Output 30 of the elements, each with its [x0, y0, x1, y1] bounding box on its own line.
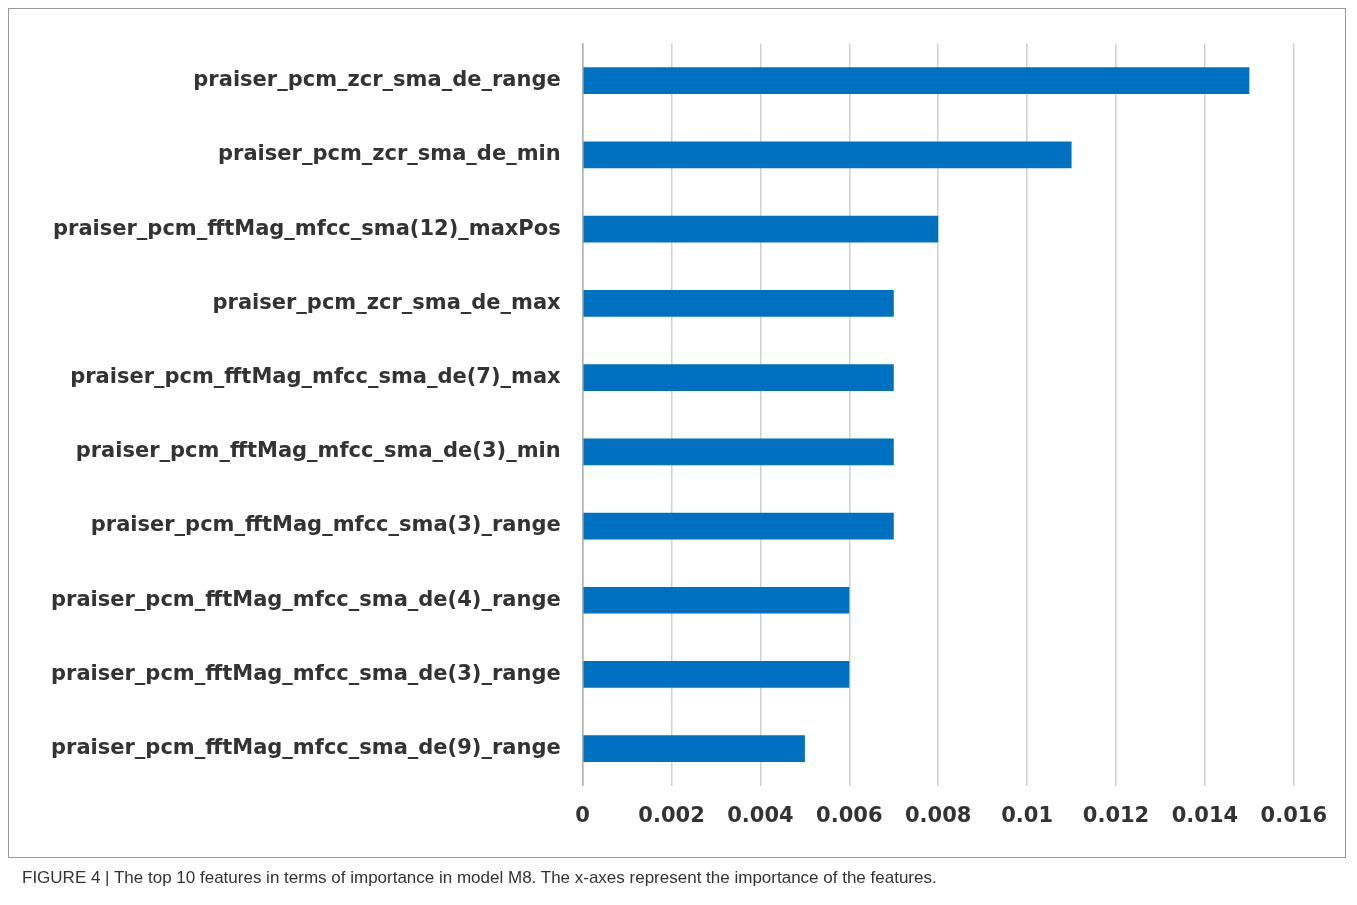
bar	[583, 512, 894, 540]
bar	[583, 290, 894, 317]
caption: FIGURE 4 | The top 10 features in terms of importance in model M8. The x-axes represent the importance of the features.	[21, 867, 938, 889]
y-tick-label: praiser_pcm_zcr_sma_de_min	[218, 141, 561, 166]
x-tick-label: 0.01	[1001, 802, 1054, 827]
x-tick-label: 0.014	[1171, 802, 1239, 827]
y-tick-label: praiser_pcm_zcr_sma_de_max	[212, 289, 562, 314]
y-tick-label: praiser_pcm_fftMag_mfcc_sma_de(3)_range	[51, 660, 561, 685]
y-tick-label: praiser_pcm_zcr_sma_de_range	[193, 67, 561, 92]
x-tick-label: 0.012	[1082, 802, 1150, 827]
x-tick-label: 0.002	[638, 802, 705, 827]
y-tick-label: praiser_pcm_fftMag_mfcc_sma_de(4)_range	[51, 586, 561, 611]
x-tick-label: 0	[575, 802, 590, 827]
x-tick-label: 0.006	[816, 802, 883, 827]
bar	[583, 141, 1072, 169]
bar	[583, 735, 805, 763]
bar	[583, 438, 894, 466]
y-tick-label: praiser_pcm_fftMag_mfcc_sma_de(3)_min	[75, 438, 561, 463]
bar	[583, 364, 894, 391]
y-tick-label: praiser_pcm_fftMag_mfcc_sma_de(9)_range	[51, 735, 561, 760]
bar	[583, 67, 1250, 95]
y-tick-label: praiser_pcm_fftMag_mfcc_sma_de(7)_max	[70, 364, 562, 389]
bar	[583, 215, 939, 243]
y-tick-label: praiser_pcm_fftMag_mfcc_sma(3)_range	[90, 512, 561, 537]
bar	[583, 586, 850, 614]
x-tick-label: 0.008	[905, 802, 972, 827]
y-tick-label: praiser_pcm_fftMag_mfcc_sma(12)_maxPos	[53, 215, 561, 240]
x-tick-label: 0.004	[727, 802, 794, 827]
x-tick-label: 0.016	[1260, 802, 1328, 827]
bar	[583, 661, 850, 688]
